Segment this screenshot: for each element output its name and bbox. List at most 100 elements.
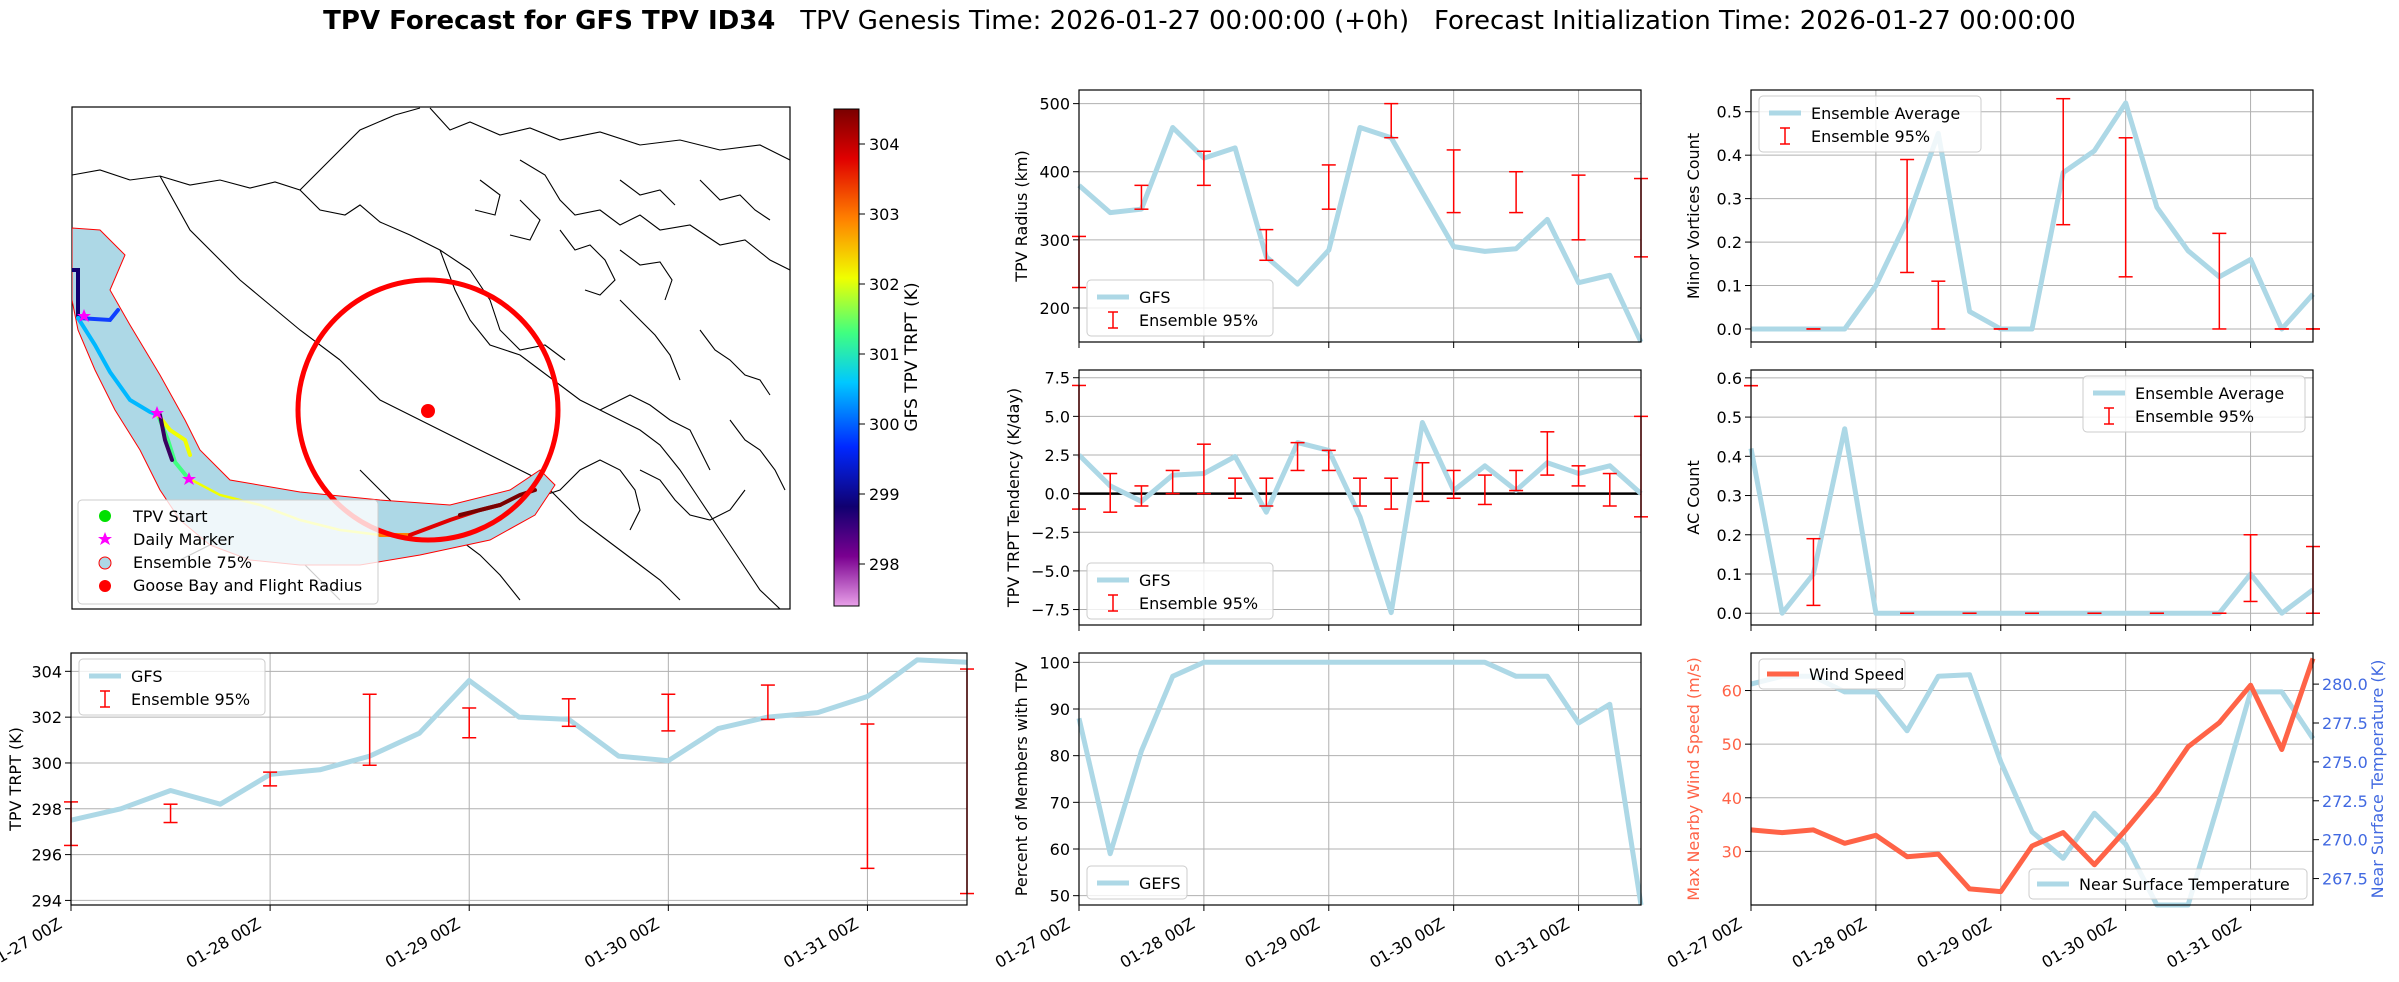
y-tick-label: 302 [31, 708, 62, 727]
legend-label: Ensemble Average [2135, 384, 2284, 403]
tpv-track [72, 268, 537, 537]
y-tick-label: 0.1 [1717, 565, 1742, 584]
map-legend-ensemble-75: Ensemble 75% [133, 553, 252, 572]
y-tick-label: 30 [1722, 842, 1742, 861]
init-time: Forecast Initialization Time: 2026-01-27… [1433, 6, 2076, 36]
y-tick-label: 0.1 [1717, 277, 1742, 296]
x-tick-label: 01-28 00Z [1117, 914, 1198, 972]
y-tick-label: 0.0 [1717, 604, 1742, 623]
ac-count-chart: 0.0 0.1 0.2 0.3 0.4 0.5 0.6 AC Count Ensemble Av… [1684, 369, 2320, 631]
y-tick-label: 0.3 [1717, 487, 1742, 506]
wind-temperature-chart: 01-27 00Z 01-28 00Z 01-29 00Z 01-30 00Z 01-3… [1664, 652, 2387, 972]
x-tick-label: 01-30 00Z [581, 914, 662, 972]
plot-frame [70, 652, 968, 906]
legend-ensemble-75-icon [98, 556, 112, 570]
y-tick-label: 5.0 [1045, 407, 1070, 426]
y-tick-label: 0.6 [1717, 369, 1742, 388]
y-tick-label: 0.3 [1717, 190, 1742, 209]
y-tick-label: 300 [1039, 231, 1070, 250]
x-tick-label: 01-29 00Z [1913, 914, 1994, 972]
x-tick-label: 01-30 00Z [2038, 914, 2119, 972]
y-tick-label: 60 [1722, 682, 1742, 701]
plot-frame [1078, 652, 1642, 906]
map-legend-goose-bay: Goose Bay and Flight Radius [133, 576, 362, 595]
y-tick-label: 90 [1050, 700, 1070, 719]
plot-area [1079, 653, 1641, 905]
map-legend-daily-marker: Daily Marker [133, 530, 234, 549]
y-tick-label: 40 [1722, 789, 1742, 808]
trpt-chart: 01-27 00Z 01-28 00Z 01-29 00Z 01-30 00Z 01-3… [0, 652, 974, 972]
y-axis-label: Percent of Members with TPV [1012, 662, 1031, 896]
x-tick-label: 01-31 00Z [1491, 914, 1572, 972]
daily-markers [77, 309, 196, 485]
tendency-chart: −7.5 −5.0 −2.5 0.0 2.5 5.0 7.5 TPV TRPT Tendenc… [1004, 369, 1648, 631]
y-tick-label: 0.4 [1717, 447, 1742, 466]
map-legend-box [77, 499, 379, 605]
colorbar: 298 299 300 301 302 303 304 GFS TPV TRPT (K) [833, 108, 922, 607]
minor-vortices-chart: 0.0 0.1 0.2 0.3 0.4 0.5 Minor Vortices Count En… [1684, 89, 2320, 348]
y-tick-label: 298 [31, 800, 62, 819]
y-tick-label: −5.0 [1031, 562, 1070, 581]
legend-box [1758, 95, 1982, 153]
colorbar-tick-label: 301 [869, 345, 900, 364]
y2-tick-label: 267.5 [2322, 870, 2368, 889]
y-tick-label: 7.5 [1045, 369, 1070, 388]
y-axis-label: TPV TRPT (K) [6, 727, 25, 832]
map-panel: TPV Start Daily Marker Ensemble 75% Goos… [71, 106, 922, 610]
y2-tick-label: 280.0 [2322, 675, 2368, 694]
flight-radius-circle [295, 277, 561, 543]
plot-frame [1750, 652, 2314, 906]
y-tick-label: −7.5 [1031, 601, 1070, 620]
y-tick-label: 50 [1722, 735, 1742, 754]
figure-title-bold: TPV Forecast for GFS TPV ID34 [323, 6, 776, 36]
temperature-legend-label: Near Surface Temperature [2079, 875, 2290, 894]
x-tick-label: 01-31 00Z [2163, 914, 2244, 972]
legend-box [2082, 375, 2306, 433]
legend-tpv-start-icon [99, 510, 111, 522]
plot-frame [1078, 89, 1642, 343]
radius-chart: 200 300 400 500 TPV Radius (km) GFS Ensemble 9… [1012, 89, 1648, 348]
colorbar-gradient [833, 108, 860, 607]
y-axis-label: TPV Radius (km) [1012, 150, 1031, 283]
y-tick-label: 0.2 [1717, 526, 1742, 545]
legend-box [1086, 562, 1274, 620]
colorbar-tick-label: 298 [869, 555, 900, 574]
y-tick-label: 296 [31, 846, 62, 865]
y-tick-label: 80 [1050, 747, 1070, 766]
y-tick-label: 0.0 [1045, 485, 1070, 504]
y2-tick-label: 277.5 [2322, 714, 2368, 733]
plot-area [1751, 653, 2313, 905]
legend-label: Ensemble 95% [1139, 311, 1258, 330]
x-tick-label: 01-27 00Z [0, 914, 65, 972]
y-tick-label: 2.5 [1045, 446, 1070, 465]
percent-members-chart: 01-27 00Z 01-28 00Z 01-29 00Z 01-30 00Z 01-3… [992, 652, 1644, 972]
legend-box [1086, 865, 1188, 900]
colorbar-label: GFS TPV TRPT (K) [902, 282, 922, 431]
plot-frame [1750, 369, 2314, 626]
y2-tick-label: 270.0 [2322, 831, 2368, 850]
y-tick-label: 0.4 [1717, 146, 1742, 165]
y-tick-label: 300 [31, 754, 62, 773]
map-legend-tpv-start: TPV Start [132, 507, 208, 526]
y-tick-label: 0.5 [1717, 103, 1742, 122]
y-tick-label: 100 [1039, 653, 1070, 672]
x-tick-label: 01-30 00Z [1366, 914, 1447, 972]
legend-label: Ensemble 95% [131, 690, 250, 709]
map-legend: TPV Start Daily Marker Ensemble 75% Goos… [77, 499, 379, 605]
legend-box [1086, 279, 1274, 337]
y2-tick-label: 275.0 [2322, 753, 2368, 772]
colorbar-tick-label: 303 [869, 205, 900, 224]
legend-label: GFS [1139, 571, 1170, 590]
y-axis-label: Max Nearby Wind Speed (m/s) [1684, 657, 1703, 900]
x-tick-label: 01-29 00Z [1241, 914, 1322, 972]
y-tick-label: 0.0 [1717, 320, 1742, 339]
y-tick-label: 0.2 [1717, 233, 1742, 252]
goose-bay-marker [421, 404, 435, 418]
legend-goose-bay-icon [99, 580, 111, 592]
y-tick-label: 200 [1039, 299, 1070, 318]
y-axis-label: TPV TRPT Tendency (K/day) [1004, 388, 1023, 608]
colorbar-tick-label: 302 [869, 275, 900, 294]
figure-title: TPV Forecast for GFS TPV ID34 TPV Genesi… [0, 6, 2399, 36]
y2-tick-label: 272.5 [2322, 792, 2368, 811]
